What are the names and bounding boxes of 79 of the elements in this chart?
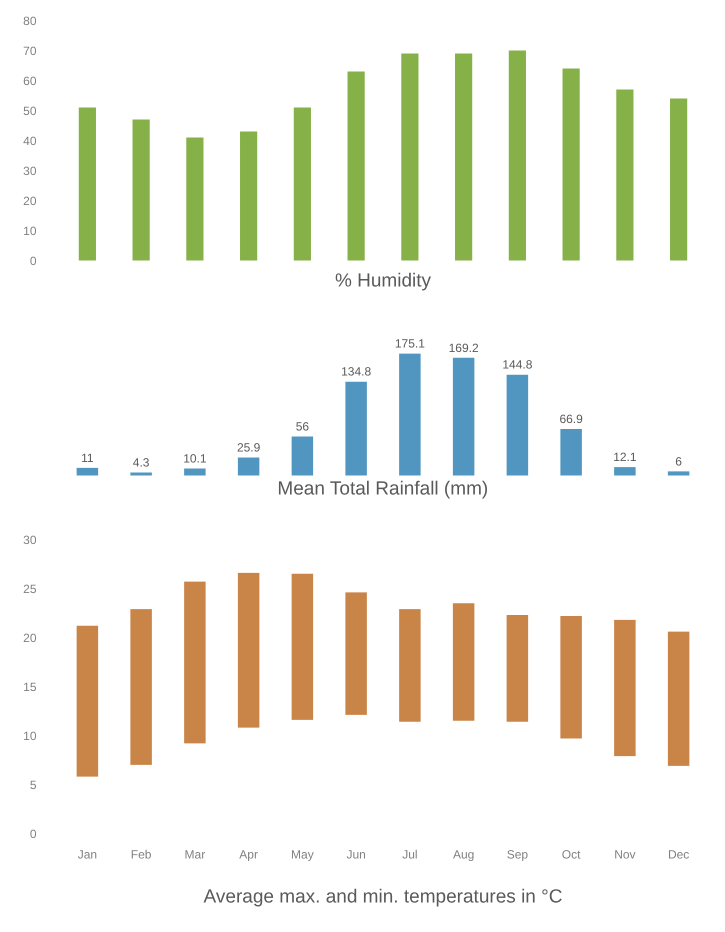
data-label: 11 [81,450,94,465]
y-tick-label: 80 [23,14,37,28]
bar [452,603,474,721]
bar [614,620,636,756]
y-tick-label: 50 [23,104,37,118]
data-label: 12.1 [613,450,637,464]
data-label: 10.1 [183,451,207,466]
x-tick-label: Aug [452,848,474,862]
x-tick-label: Feb [130,848,152,862]
x-tick-label: Dec [668,848,690,862]
y-tick-label: 0 [30,827,37,841]
y-tick-label: 60 [23,74,37,88]
bar [76,468,98,476]
bar [508,50,526,260]
bar [78,108,96,260]
data-label: 25.9 [236,440,261,454]
text: Mean Total Rainfall (mm) [277,478,488,500]
y-tick-label: 0 [30,254,37,268]
bar [184,582,206,744]
bar [506,614,528,722]
y-tick-label: 20 [23,194,37,208]
x-tick-label: May [291,848,314,862]
x-tick-label: Apr [239,848,258,862]
y-tick-label: 25 [23,582,37,596]
y-tick-label: 30 [23,533,37,547]
y-tick-label: 10 [23,729,37,743]
bar [292,436,314,476]
text: % Humidity [334,270,432,292]
bar [562,68,580,260]
x-tick-label: Mar [184,848,206,862]
bar [506,374,528,476]
x-tick-label: Oct [562,848,582,862]
bar [130,609,152,765]
bar [452,358,474,476]
bar [401,54,418,260]
x-tick-label: Jul [402,848,418,862]
data-label: 144.8 [502,358,533,372]
data-label: 6 [675,454,682,468]
bar [76,626,98,777]
bar [130,472,152,476]
x-tick-label: Jan [78,848,98,862]
bar [132,120,150,260]
data-label: 66.9 [559,412,584,426]
y-tick-label: 40 [23,134,37,148]
bar [399,609,421,722]
y-tick-label: 15 [23,680,37,694]
data-label: 4.3 [132,456,150,470]
x-tick-label: Sep [506,848,528,862]
bar [670,98,688,260]
bar [184,468,206,476]
bar [238,572,260,728]
bar [186,138,204,260]
data-label: 169.2 [448,340,479,355]
y-tick-label: 70 [23,44,37,58]
bar [292,574,314,720]
bar [560,428,582,476]
bar [560,616,582,738]
y-tick-label: 30 [23,164,37,178]
data-label: 134.8 [341,364,372,379]
bar [345,382,367,476]
bar [616,90,634,260]
data-label: 175.1 [394,336,426,351]
bar [240,132,258,260]
y-tick-label: 10 [23,224,37,238]
bar [455,54,472,260]
bar [668,471,690,476]
bar [294,108,311,260]
bar [614,467,636,476]
x-tick-label: Nov [614,848,636,862]
bar [399,354,421,476]
x-tick-label: Jun [346,848,366,862]
data-label: 56 [296,420,310,434]
y-tick-label: 20 [23,631,37,645]
y-tick-label: 5 [30,778,37,792]
bar [348,72,365,260]
bar [668,632,690,766]
bar [345,592,367,715]
bar [238,457,260,476]
text: Average max. and min. temperatures in °C [204,886,562,908]
